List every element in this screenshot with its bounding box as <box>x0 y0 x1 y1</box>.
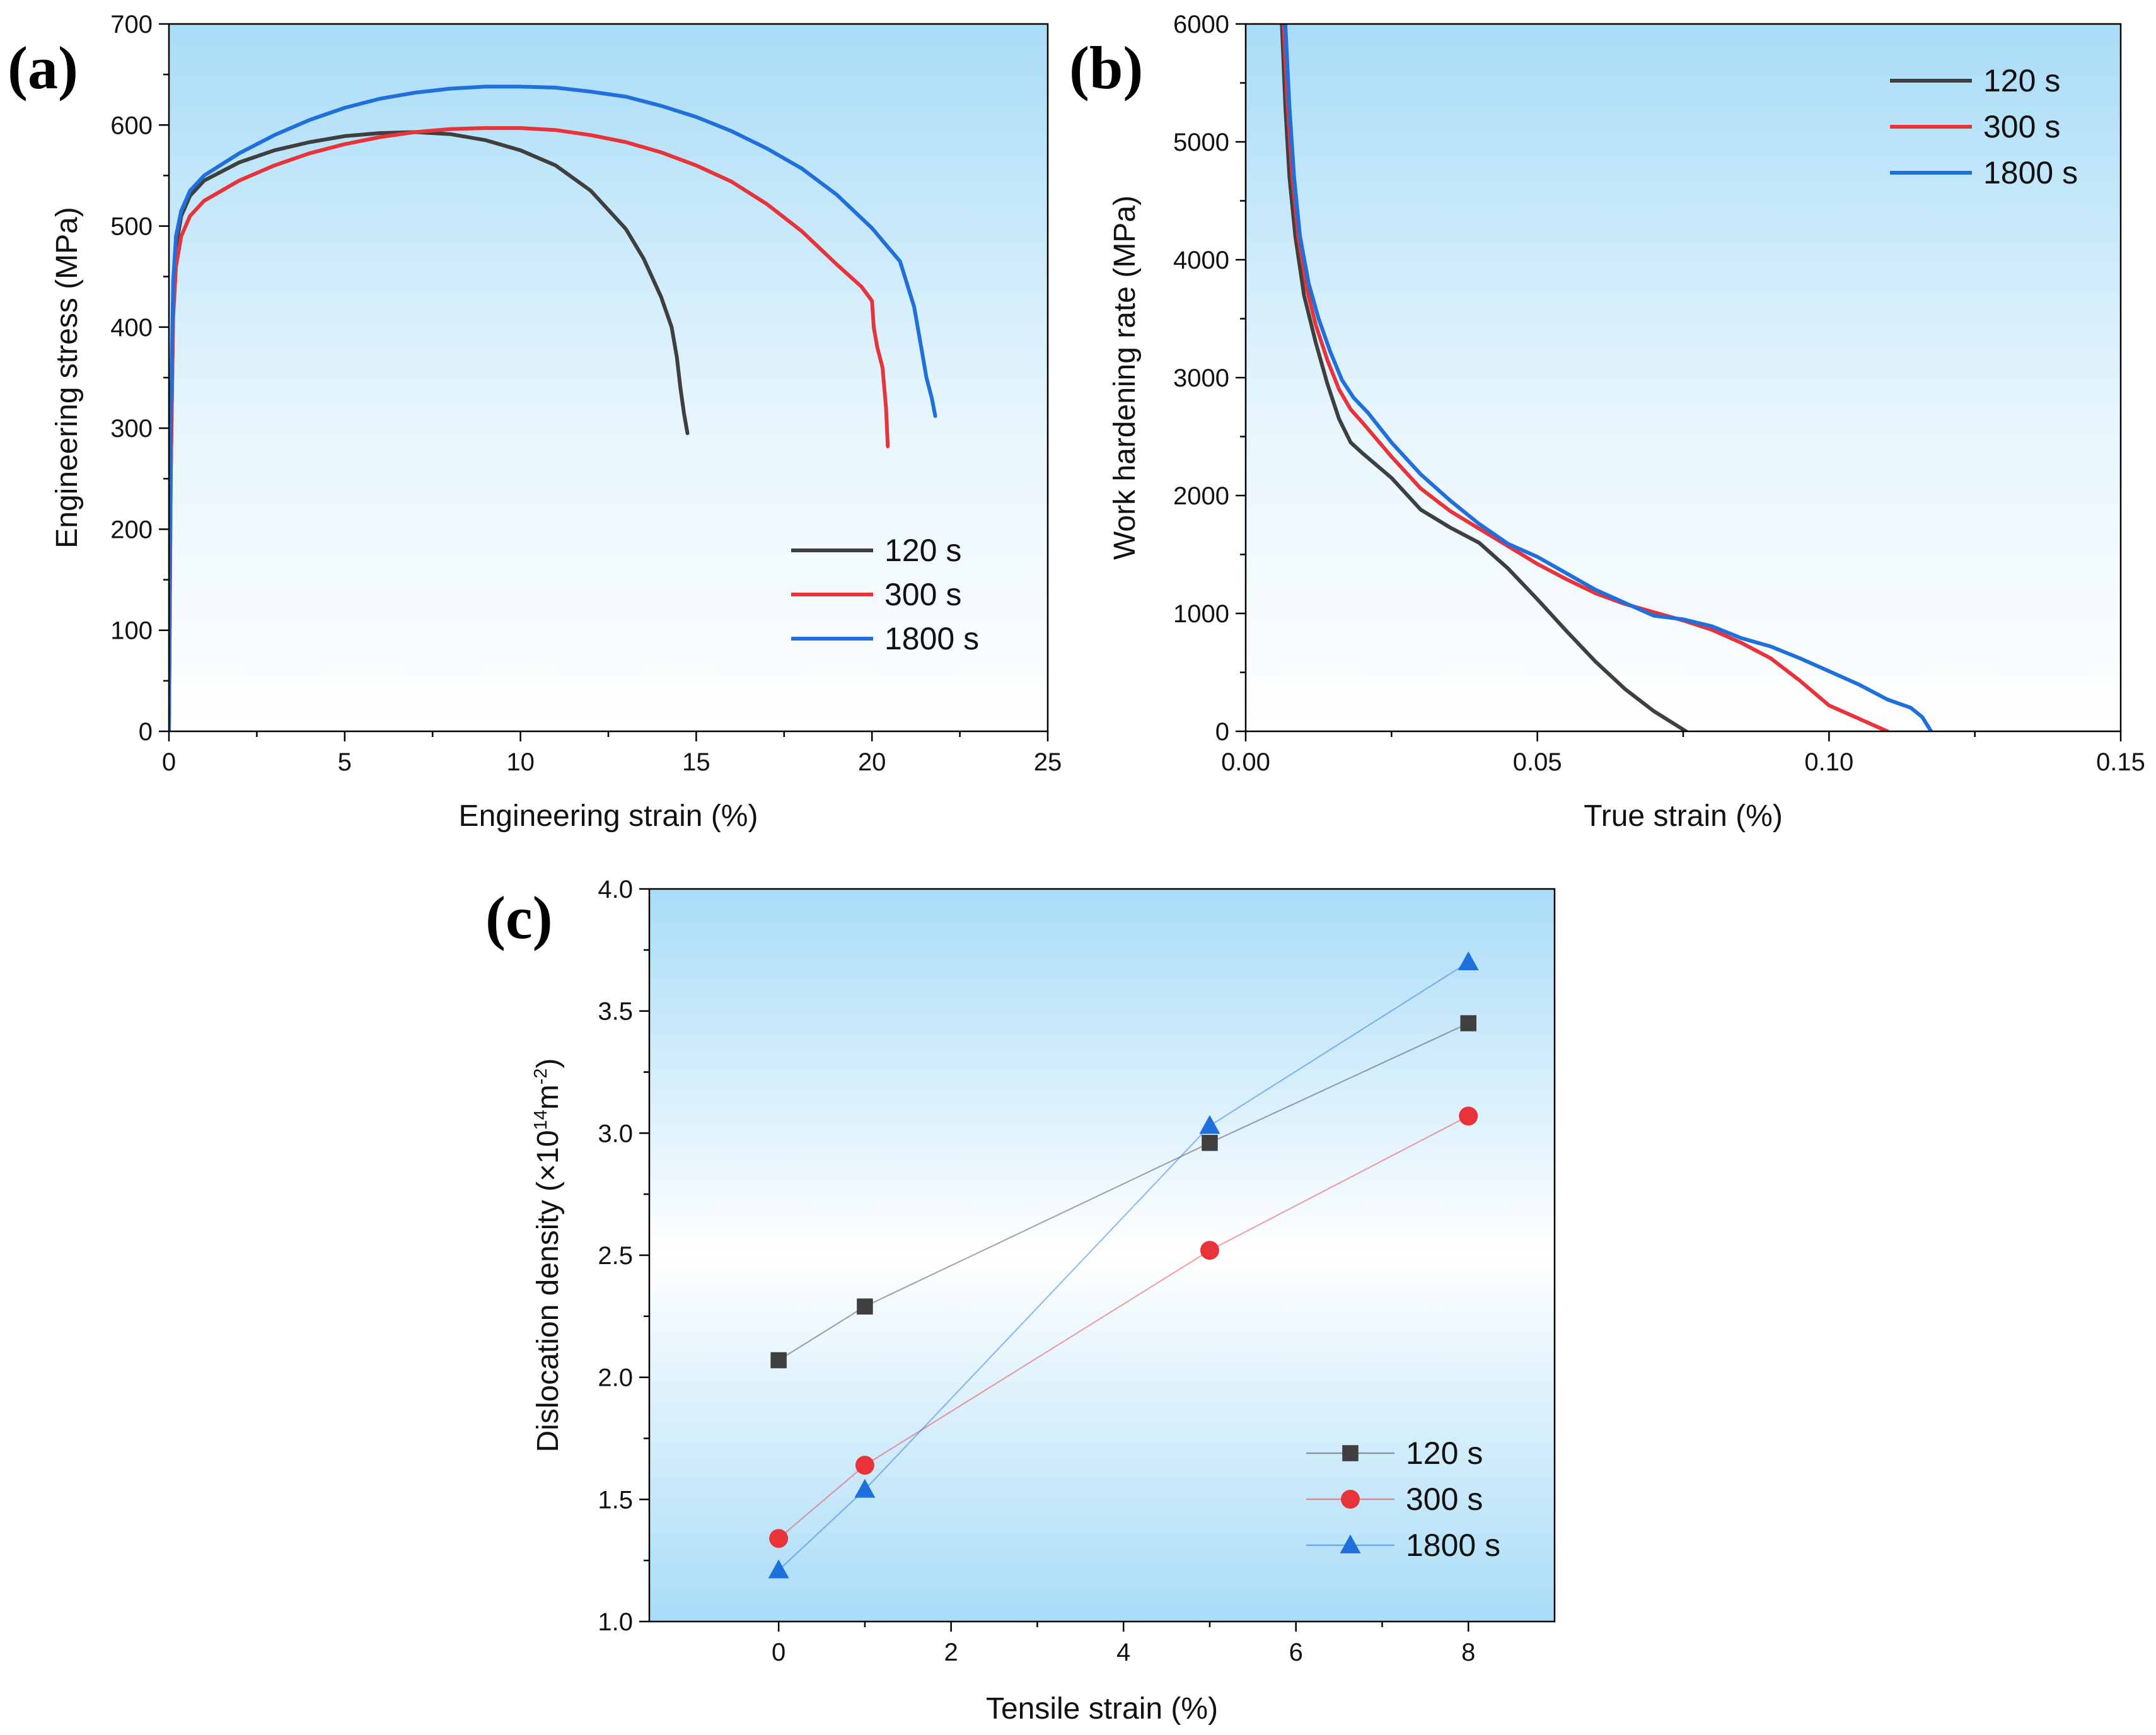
data-point-1800s-0 <box>768 1559 789 1579</box>
data-point-300s-0 <box>769 1529 789 1548</box>
y-tick-label: 0 <box>139 718 153 746</box>
legend-marker <box>1342 1445 1359 1461</box>
x-axis-title: Engineering strain (%) <box>459 799 758 833</box>
series-line-300s <box>1282 24 1889 731</box>
legend-label: 300 s <box>1406 1482 1483 1517</box>
legend-label: 1800 s <box>884 621 979 656</box>
y-tick-label: 6000 <box>1173 11 1229 38</box>
y-tick-label: 4000 <box>1173 247 1229 274</box>
series-line-300s <box>169 126 890 731</box>
series-line-300s <box>778 1115 1469 1540</box>
y-tick-label: 500 <box>110 213 153 241</box>
legend: 120 s 300 s 1800 s <box>1890 63 2078 190</box>
y-tick-label: 0 <box>1215 718 1229 746</box>
x-tick-label: 0.00 <box>1221 748 1270 776</box>
y-tick-label: 200 <box>110 516 153 543</box>
x-axis-title: Tensile strain (%) <box>986 1692 1218 1726</box>
y-tick-label: 3.0 <box>598 1120 633 1147</box>
legend-marker <box>1341 1490 1360 1509</box>
y-tick-label: 3000 <box>1173 364 1229 392</box>
x-tick-label: 4 <box>1116 1639 1130 1666</box>
panel-label: (a) <box>8 34 78 102</box>
legend-label: 300 s <box>1983 109 2060 144</box>
y-tick-label: 300 <box>110 415 153 443</box>
y-tick-label: 2.0 <box>598 1364 633 1392</box>
x-tick-label: 0.10 <box>1804 748 1853 776</box>
panel-label: (b) <box>1069 34 1143 102</box>
x-tick-label: 25 <box>1034 748 1062 776</box>
panel-a: 0 5 10 15 20 25 0 100 200 300 400 500 600 700 Engineer… <box>8 11 1062 833</box>
y-tick-label: 1.0 <box>598 1608 633 1636</box>
legend-label: 120 s <box>1983 63 2060 98</box>
y-tick-label: 1000 <box>1173 600 1229 628</box>
panel-c: 0 2 4 6 8 1.0 1.5 2.0 2.5 3.0 3.5 4.0 Tensile strain… <box>485 876 1556 1726</box>
x-tick-label: 0 <box>162 748 176 776</box>
series-line-1800s <box>1283 24 1933 731</box>
x-tick-label: 0 <box>772 1639 785 1666</box>
legend: 120 s 300 s 1800 s <box>791 533 979 656</box>
panel-b: 0.00 0.05 0.10 0.15 0 1000 2000 3000 4000 5000 600… <box>1069 11 2145 833</box>
data-point-300s-3 <box>1459 1106 1478 1126</box>
x-tick-label: 10 <box>506 748 535 776</box>
y-axis-title: Engineering stress (MPa) <box>50 207 84 548</box>
data-point-1800s-1 <box>854 1478 876 1498</box>
series-line-120s <box>1280 24 1688 731</box>
data-point-120s-2 <box>1202 1135 1218 1151</box>
legend-label: 1800 s <box>1406 1528 1500 1563</box>
series-line-1800s <box>778 961 1469 1571</box>
x-tick-label: 15 <box>682 748 710 776</box>
y-tick-label: 3.5 <box>598 998 633 1026</box>
plot-area <box>649 889 1555 1622</box>
x-tick-label: 20 <box>858 748 886 776</box>
y-tick-label: 2.5 <box>598 1242 633 1270</box>
data-point-120s-3 <box>1460 1015 1476 1031</box>
data-point-1800s-2 <box>1199 1115 1220 1134</box>
x-axis-title: True strain (%) <box>1584 799 1783 833</box>
series-line-120s <box>778 1023 1469 1361</box>
y-tick-label: 2000 <box>1173 482 1229 510</box>
y-tick-label: 100 <box>110 617 153 645</box>
y-axis-title: Dislocation density (×1014m-2) <box>531 1059 565 1453</box>
data-point-300s-1 <box>855 1456 874 1475</box>
x-tick-label: 2 <box>944 1639 958 1666</box>
x-tick-label: 0.05 <box>1513 748 1562 776</box>
y-tick-label: 5000 <box>1173 129 1229 156</box>
x-tick-label: 0.15 <box>2096 748 2145 776</box>
data-point-300s-2 <box>1200 1241 1219 1260</box>
y-tick-label: 700 <box>110 11 153 38</box>
y-tick-label: 1.5 <box>598 1486 633 1514</box>
data-point-120s-1 <box>857 1298 873 1315</box>
panel-label: (c) <box>485 884 553 951</box>
legend-marker <box>1340 1534 1361 1553</box>
x-tick-label: 5 <box>338 748 352 776</box>
legend-label: 120 s <box>1406 1436 1483 1471</box>
legend-label: 300 s <box>884 577 961 612</box>
plot-area <box>1246 24 2121 731</box>
data-point-120s-0 <box>770 1352 787 1369</box>
y-axis-title: Work hardening rate (MPa) <box>1108 195 1142 560</box>
series-line-1800s <box>169 84 937 731</box>
data-point-1800s-3 <box>1458 951 1479 971</box>
x-tick-label: 8 <box>1461 1639 1475 1666</box>
y-tick-label: 4.0 <box>598 876 633 903</box>
y-tick-label: 400 <box>110 314 153 342</box>
x-tick-label: 6 <box>1289 1639 1303 1666</box>
legend: 120 s 300 s 1800 s <box>1306 1436 1500 1563</box>
legend-label: 120 s <box>884 533 961 568</box>
y-tick-label: 600 <box>110 112 153 139</box>
legend-label: 1800 s <box>1983 155 2078 190</box>
